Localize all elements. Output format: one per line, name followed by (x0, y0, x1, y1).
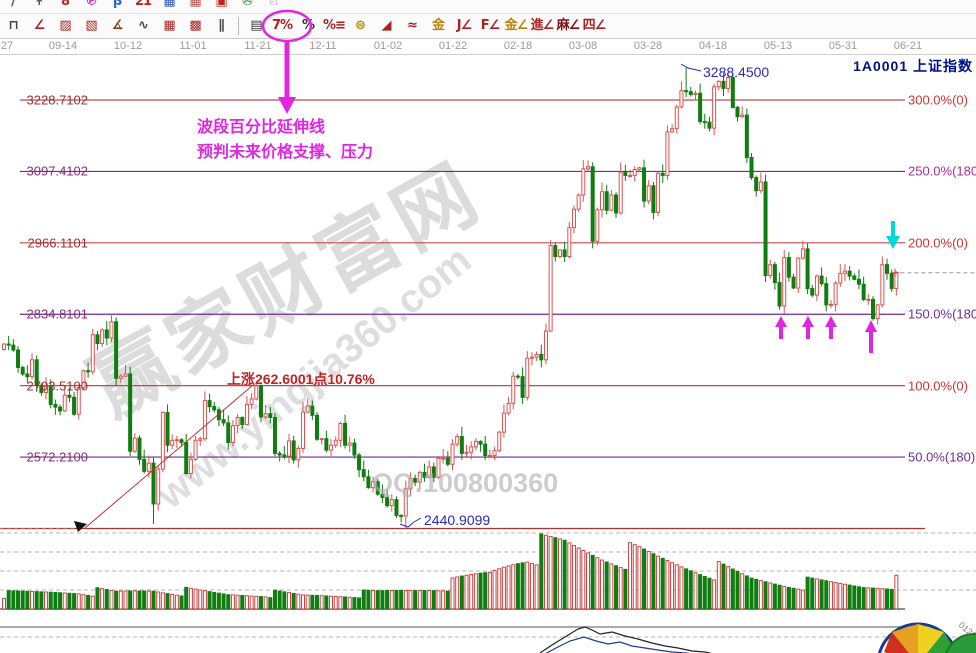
angle-lines-tool[interactable]: ∡ (111, 18, 124, 33)
ma-angle-tool[interactable]: 麻∠ (556, 18, 581, 33)
parallel-lines-tool[interactable]: ∥ (218, 18, 225, 33)
grid-arrow-tool[interactable]: ▩ (189, 18, 201, 33)
grid-tool[interactable]: ▦ (163, 18, 175, 33)
percent-level-label: 200.0%(0) (908, 235, 968, 251)
grid-red-tool[interactable]: ▦ (189, 0, 201, 9)
symbol-label: 1A0001 上证指数 (853, 56, 973, 76)
wave-start-marker (74, 521, 87, 532)
p-marker-tool[interactable]: ℗ (85, 0, 98, 9)
low-connector (399, 517, 422, 528)
scale-bars-tool[interactable]: ▤ (250, 18, 262, 33)
price-level-label: 2834.8101 (26, 306, 88, 322)
peak-connector (680, 63, 702, 72)
price-level-label: 2966.1101 (27, 235, 89, 251)
misc-icon[interactable]: ♘ (267, 0, 280, 9)
percent-level-label: 100.0%(0) (908, 378, 968, 394)
arrow-tool[interactable]: ↟ (34, 0, 45, 9)
trumpet-tool[interactable]: ◢ (381, 18, 392, 33)
volume-bars (2, 533, 899, 610)
gann-angle-tool[interactable]: 金∠ (504, 18, 529, 33)
wave-trend-line[interactable] (84, 384, 254, 529)
axis-date-label: 05-13 (763, 40, 793, 52)
calendar-21-tool[interactable]: 21 (134, 0, 152, 9)
f-angle-tool[interactable]: F∠ (480, 18, 501, 33)
axis-date-label: 09-14 (48, 40, 78, 52)
figure8-tool[interactable]: 8 (60, 0, 70, 9)
axis-date-label: 11-01 (179, 40, 207, 52)
symbol-name: 上证指数 (913, 58, 973, 74)
price-level-label: 2572.2100 (26, 449, 88, 465)
toolbar-row-2: ⊓ ∠ ▨ ▧ ∡ ∿ ▦ ▩ ∥ ▤ 7%% %≡ ⊜ ◢ ≈ 金 J∠ F∠ 金∠ 進∠ 麻∠ 四∠ (0, 14, 976, 39)
price-level-label: 2703.5100 (26, 378, 88, 394)
percent-level-label: 300.0%(0) (908, 92, 968, 108)
line-tool[interactable]: ∕ (11, 0, 16, 9)
gann-box-tool[interactable]: ▧ (85, 18, 97, 33)
price-level-label: 3097.4102 (26, 163, 88, 179)
wave-tool[interactable]: ≈ (407, 18, 418, 33)
axis-date-label: 02-18 (503, 40, 533, 52)
axis-date-label: 05-31 (828, 40, 858, 52)
date-axis: 27 09-14 10-12 11-01 11-21 12-11 01-02 01-22 02-… (0, 39, 976, 55)
save-icon[interactable]: ▣ (215, 0, 227, 9)
toolbar-separator (238, 17, 239, 35)
axis-date-label: 03-08 (568, 40, 598, 52)
annotation-note-line2: 预判未来价格支撑、压力 (197, 144, 374, 161)
speed-angle-tool[interactable]: 進∠ (530, 18, 555, 33)
anchor-tool[interactable]: ⊓ (8, 18, 18, 33)
axis-date-label: 03-28 (633, 40, 663, 52)
toolbar-row-1: ∕ ↟ 8 ℗ β 21 ▦ ▦ ▣ ✇ ♘ (0, 0, 976, 14)
percent-extension-tool[interactable]: %≡ (323, 18, 346, 33)
axis-date-label: 10-12 (113, 40, 143, 52)
percent-level-label: 150.0%(180) (908, 306, 976, 322)
axis-date-label: 01-22 (438, 40, 468, 52)
price-level-label: 3228.7102 (26, 92, 88, 108)
print-icon[interactable]: ✇ (242, 0, 253, 9)
toolbar: ∕ ↟ 8 ℗ β 21 ▦ ▦ ▣ ✇ ♘ ⊓ ∠ ▨ ▧ ∡ ∿ ▦ ▩ ∥ ▤ 7%% %≡ ⊜ ◢ ≈ 金 J∠ F∠ 金∠ 進∠… (0, 0, 976, 39)
four-angle-tool[interactable]: 四∠ (582, 18, 607, 33)
circle-percent-tool[interactable]: ⊜ (355, 18, 366, 33)
annotation-note: 波段百分比延伸线 预判未来价格支撑、压力 (197, 115, 373, 165)
percent-tool[interactable]: % (301, 18, 315, 33)
axis-date-label: 27 (0, 40, 14, 52)
annotation-note-line1: 波段百分比延伸线 (197, 119, 326, 136)
percent-level-label: 50.0%(180) (908, 449, 976, 465)
rise-annotation: 上涨262.6001点10.76% (227, 371, 375, 387)
axis-date-label: 11-21 (244, 40, 272, 52)
ray-fan-tool[interactable]: ∠ (33, 18, 46, 33)
grid-blue-tool[interactable]: ▦ (163, 0, 175, 9)
percent-retrace-tool[interactable]: 7% (271, 18, 293, 33)
indicator-line-black (539, 626, 713, 653)
b-marker-tool[interactable]: β (112, 0, 122, 9)
axis-date-label: 06-21 (893, 40, 923, 52)
zigzag-tool[interactable]: ∿ (138, 18, 149, 33)
indicator-line-blue (545, 636, 691, 653)
symbol-code: 1A0001 (853, 58, 909, 74)
percent-level-label: 250.0%(180) (908, 163, 976, 179)
golden-section-tool[interactable]: 金 (431, 18, 445, 33)
low-price-label: 2440.9099 (424, 512, 491, 528)
app-logo: 0123456 (877, 620, 976, 653)
j-angle-tool[interactable]: J∠ (456, 18, 473, 33)
peak-price-label: 3288.4500 (703, 64, 770, 80)
speed-box-tool[interactable]: ▨ (59, 18, 71, 33)
axis-date-label: 12-11 (309, 40, 337, 52)
candlesticks (2, 67, 899, 529)
axis-date-label: 01-02 (373, 40, 403, 52)
axis-date-label: 04-18 (698, 40, 728, 52)
